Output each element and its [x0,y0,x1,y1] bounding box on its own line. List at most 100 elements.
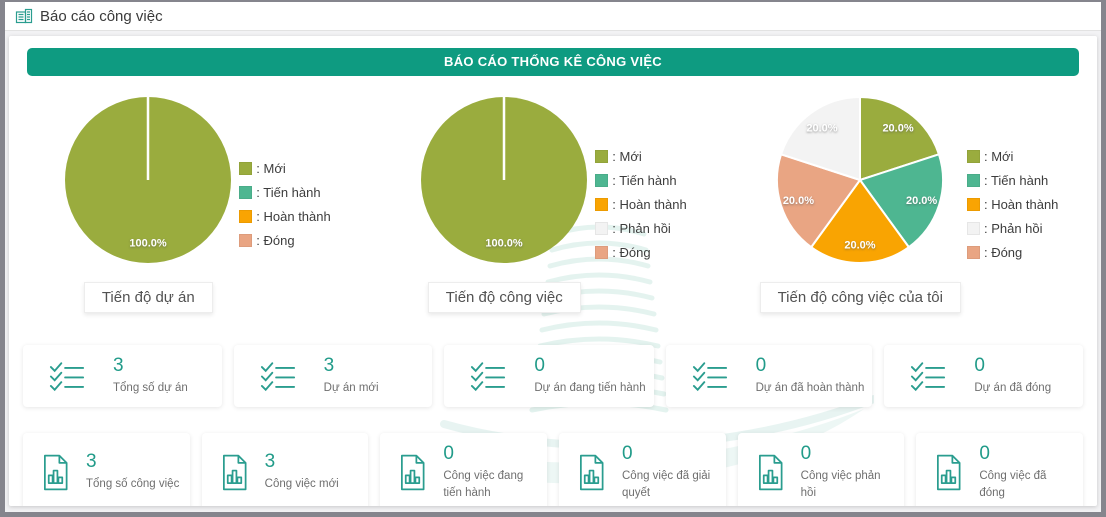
chart-title-button[interactable]: Tiến độ dự án [83,282,213,313]
legend-item[interactable]: Tiến hành [239,185,330,200]
legend-swatch-icon [595,221,609,235]
stat-value: 0 [800,443,812,464]
legend-label: Đóng [256,233,295,248]
legend-item[interactable]: Phản hồi [595,221,686,236]
checklist-icon [260,361,295,391]
legend-item[interactable]: Đóng [239,233,330,248]
legend-label: Tiến hành [612,173,676,188]
legend-swatch-icon [239,185,253,199]
chart-legend: Mới Tiến hành Hoàn thành Phản hồi Đóng [595,95,687,313]
legend-swatch-icon [595,197,609,211]
stat-value: 0 [979,443,990,464]
stat-value: 0 [534,355,545,377]
document-chart-icon [758,454,783,490]
svg-text:20.0%: 20.0% [883,123,914,135]
stat-label: Dự án đang tiến hành [534,382,646,395]
legend-label: Phản hồi [984,221,1042,236]
stat-label: Dự án đã hoàn thành [755,382,865,395]
stat-value: 0 [974,355,985,377]
legend-item[interactable]: Hoàn thành [595,197,687,212]
legend-item[interactable]: Mới [595,149,686,164]
svg-text:20.0%: 20.0% [807,123,838,135]
legend-label: Hoàn thành [256,209,331,224]
stat-label: Công việc phản hồi [800,470,881,499]
legend-item[interactable]: Mới [239,161,330,176]
content-area: BÁO CÁO THỐNG KÊ CÔNG VIỆC 100.0% Tiến đ… [5,32,1101,512]
checklist-icon [911,361,946,391]
task-stat-card[interactable]: 0 Công việc đã giải quyết [559,433,726,506]
task-stat-card[interactable]: 0 Công việc phản hồi [737,433,905,506]
pie-chart[interactable]: 100.0% [419,95,589,265]
project-stat-card[interactable]: 0 Dự án đang tiến hành [444,345,654,407]
stat-value: 0 [755,355,767,377]
pie-chart[interactable]: 20.0% 20.0% 20.0% 20.0% 20.0% [775,95,945,265]
project-stat-card[interactable]: 0 Dự án đã hoàn thành [665,345,873,407]
svg-text:20.0%: 20.0% [783,195,814,207]
legend-swatch-icon [966,149,980,163]
stat-value: 3 [86,451,97,473]
legend-swatch-icon [595,173,609,187]
project-stats-row: 3 Tổng số dự án 3 Dự án mới 0 Dự á [23,345,1083,407]
legend-swatch-icon [239,233,253,247]
pie-chart[interactable]: 100.0% [63,95,233,265]
checklist-icon [49,361,85,391]
checklist-icon [471,361,506,391]
legend-swatch-icon [595,149,609,163]
document-chart-icon [401,454,425,490]
legend-label: Hoàn thành [612,197,687,212]
legend-swatch-icon [966,221,980,235]
legend-label: Hoàn thành [984,197,1058,212]
legend-label: Mới [256,161,286,176]
stat-label: Công việc đã đóng [979,470,1047,499]
checklist-icon [692,361,727,391]
legend-item[interactable]: Hoàn thành [966,197,1058,212]
document-chart-icon [43,454,68,490]
document-chart-icon [579,454,604,490]
pie-chart-group: 20.0% 20.0% 20.0% 20.0% 20.0% Tiến độ công v… [731,95,1087,313]
report-panel: BÁO CÁO THỐNG KÊ CÔNG VIỆC 100.0% Tiến đ… [9,36,1097,506]
task-stat-card[interactable]: 0 Công việc đã đóng [916,433,1083,506]
legend-item[interactable]: Phản hồi [966,221,1058,236]
stat-value: 3 [113,355,124,377]
pie-chart-group: 100.0% Tiến độ công việc Mới Tiến hành H… [375,95,731,313]
stat-label: Tổng số công việc [86,478,180,491]
legend-item[interactable]: Đóng [966,245,1058,260]
legend-item[interactable]: Mới [966,149,1058,164]
chart-legend: Mới Tiến hành Hoàn thành Đóng [239,95,331,313]
project-stat-card[interactable]: 3 Dự án mới [233,345,433,407]
stat-value: 0 [443,443,454,464]
legend-label: Đóng [984,245,1022,260]
project-stat-card[interactable]: 3 Tổng số dự án [23,345,222,407]
charts-row: 100.0% Tiến độ dự án Mới Tiến hành Hoàn … [19,95,1087,313]
legend-swatch-icon [966,173,980,187]
stat-label: Công việc mới [264,478,339,491]
legend-item[interactable]: Tiến hành [595,173,686,188]
legend-label: Tiến hành [256,185,320,200]
legend-label: Mới [612,149,642,164]
legend-item[interactable]: Hoàn thành [239,209,331,224]
legend-item[interactable]: Tiến hành [966,173,1058,188]
legend-swatch-icon [966,197,980,211]
task-stat-card[interactable]: 0 Công việc đang tiến hành [380,433,547,506]
stat-label: Tổng số dự án [113,382,188,395]
legend-label: Tiến hành [984,173,1048,188]
task-stat-card[interactable]: 3 Tổng số công việc [23,433,190,506]
legend-item[interactable]: Đóng [595,245,686,260]
chart-legend: Mới Tiến hành Hoàn thành Phản hồi Đóng [966,95,1058,313]
legend-swatch-icon [239,161,253,175]
svg-text:100.0%: 100.0% [130,237,168,249]
document-chart-icon [222,454,247,490]
task-stat-card[interactable]: 3 Công việc mới [201,433,369,506]
svg-text:20.0%: 20.0% [906,195,937,207]
stat-label: Dự án mới [323,382,379,395]
pie-chart-group: 100.0% Tiến độ dự án Mới Tiến hành Hoàn … [19,95,375,313]
chart-title-button[interactable]: Tiến độ công việc [427,282,581,313]
chart-title-button[interactable]: Tiến độ công việc của tôi [759,282,961,313]
stat-value: 0 [622,443,633,464]
project-stat-card[interactable]: 0 Dự án đã đóng [884,345,1083,407]
stat-value: 3 [264,451,276,473]
task-stats-row: 3 Tổng số công việc 3 Công việc mới [23,433,1083,506]
page-title: Báo cáo công việc [40,7,163,25]
stat-value: 3 [323,355,335,377]
svg-text:20.0%: 20.0% [845,240,876,252]
